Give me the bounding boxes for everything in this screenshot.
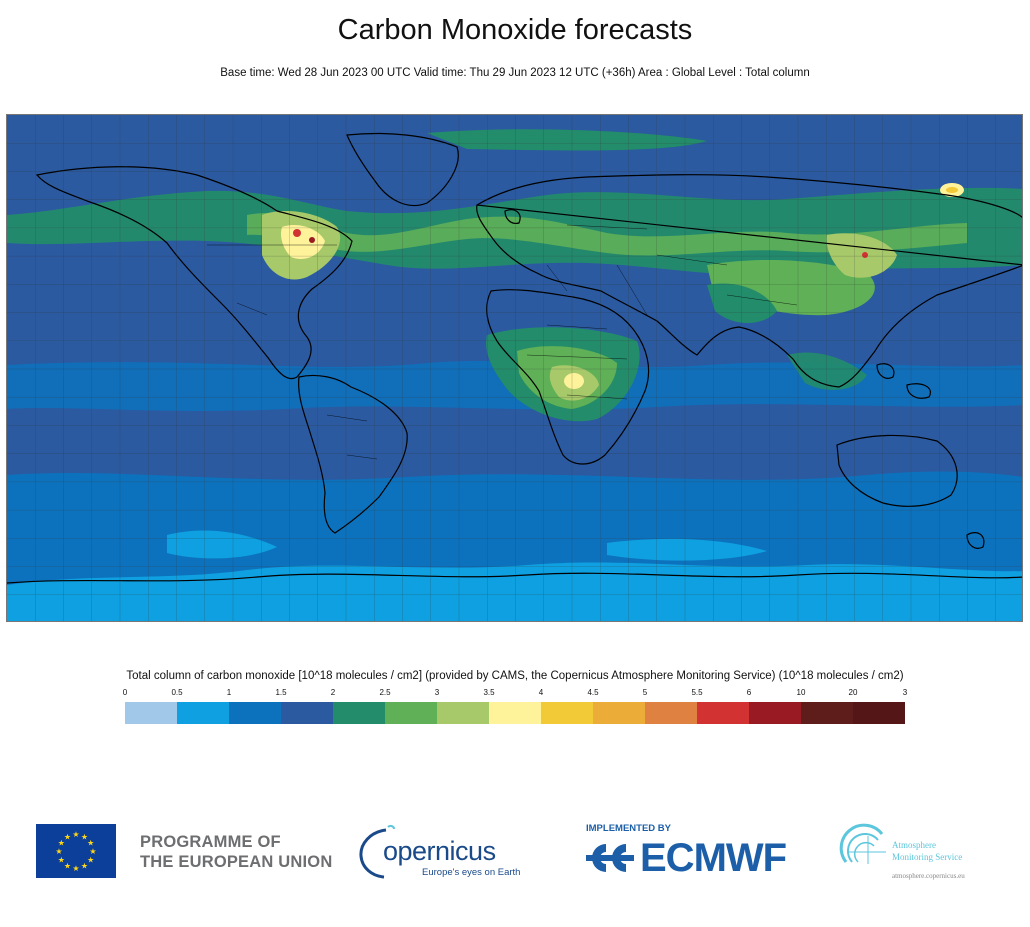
legend-swatch [801,702,853,724]
legend-tick-label: 2 [330,688,336,697]
legend-color-bar [125,702,905,724]
lat-lon-graticule [7,115,1022,621]
eurasia-coast [476,174,1022,388]
legend-tick-label: 5.5 [691,688,703,697]
eu-star-icon: ★ [81,862,88,871]
ecmwf-emblem-icon [586,844,634,872]
legend-tick-label: 0 [122,688,128,697]
copernicus-logo: opernicus Europe's eyes on Earth [356,822,520,882]
legend-caption: Total column of carbon monoxide [10^18 m… [126,670,904,682]
southeast-asia-co [787,352,867,390]
legend-swatch [541,702,593,724]
legend-swatch [697,702,749,724]
legend-swatch [593,702,645,724]
implemented-by-label: IMPLEMENTED BY [586,823,671,834]
ams-name-line1: Atmosphere [892,840,936,850]
legend-swatch [125,702,177,724]
legend-tick-label: 0.5 [171,688,183,697]
legend-swatch [229,702,281,724]
co-plume-north-inner [247,212,967,256]
legend-swatch [645,702,697,724]
legend-tick-label: 4.5 [587,688,599,697]
legend-swatch [177,702,229,724]
eu-star-icon: ★ [58,856,65,865]
legend-swatch [489,702,541,724]
africa-coast [486,289,650,465]
legend-tick-labels: 0 0.5 1 1.5 2 2.5 3 3.5 4 4.5 5 5.5 6 10 20 3 [122,688,908,700]
eu-star-icon: ★ [55,847,62,856]
ocean-light-patch [607,538,767,561]
legend-tick-label: 5 [642,688,648,697]
india-co [707,283,777,323]
legend-tick-label: 1 [226,688,232,697]
eu-star-icon: ★ [64,832,71,841]
eu-star-icon: ★ [64,862,71,871]
eu-star-icon: ★ [58,839,65,848]
ocean-light-patch [167,530,277,559]
co-forecast-map[interactable] [6,114,1023,622]
copernicus-tagline: Europe's eyes on Earth [422,867,521,878]
legend-swatch [281,702,333,724]
legend-tick-label: 3.5 [483,688,495,697]
legend-tick-label: 3 [902,688,908,697]
legend-swatch [749,702,801,724]
co-plume-arctic [427,129,707,151]
eu-programme-text: PROGRAMME OF THE EUROPEAN UNION [140,832,332,872]
atmosphere-monitoring-icon [839,823,886,864]
country-borders [207,224,798,460]
eu-programme-line2: THE EUROPEAN UNION [140,853,333,871]
ams-name-line2: Monitoring Service [892,852,963,862]
south-america-coast [298,374,408,534]
eu-star-icon: ★ [81,832,88,841]
eu-star-icon: ★ [87,856,94,865]
eu-star-icon: ★ [72,864,79,873]
antarctica-coast [7,572,1022,584]
eu-programme-line1: PROGRAMME OF [140,833,281,851]
africa-co-peak [564,373,584,389]
legend-tick-label: 1.5 [275,688,287,697]
fire-hotspot [293,229,301,237]
legend-tick-label: 6 [746,688,752,697]
legend-swatch [385,702,437,724]
eu-star-icon: ★ [72,830,79,839]
legend-swatch [333,702,385,724]
coastlines [7,132,1022,584]
greenland-coast [346,132,459,207]
eu-star-icon: ★ [87,839,94,848]
legend-tick-label: 4 [538,688,544,697]
ams-url: atmosphere.copernicus.eu [892,872,965,880]
siberia-co-peak-inner [946,187,958,193]
ecmwf-wordmark: ECMWF [640,836,787,880]
legend-tick-label: 2.5 [379,688,391,697]
fire-hotspot [309,237,315,243]
legend-tick-label: 20 [848,688,858,697]
legend-tick-label: 3 [434,688,440,697]
north-america-hotspot-core [281,224,325,260]
legend-tick-label: 10 [796,688,806,697]
eu-star-icon: ★ [89,847,96,856]
north-america-coast [35,166,353,380]
copernicus-arc-icon [359,824,395,879]
legend-swatch [437,702,489,724]
legend-swatch [853,702,905,724]
forecast-metadata: Base time: Wed 28 Jun 2023 00 UTC Valid … [220,67,810,79]
copernicus-wordmark: opernicus [383,836,496,866]
page-title: Carbon Monoxide forecasts [337,14,693,46]
fire-hotspot [862,252,868,258]
eu-flag-logo: ★ ★ ★ ★ ★ ★ ★ ★ ★ ★ ★ ★ [36,824,116,878]
asia-co-plume-inner [826,233,897,278]
islands [504,209,985,549]
australia-coast [836,434,958,507]
